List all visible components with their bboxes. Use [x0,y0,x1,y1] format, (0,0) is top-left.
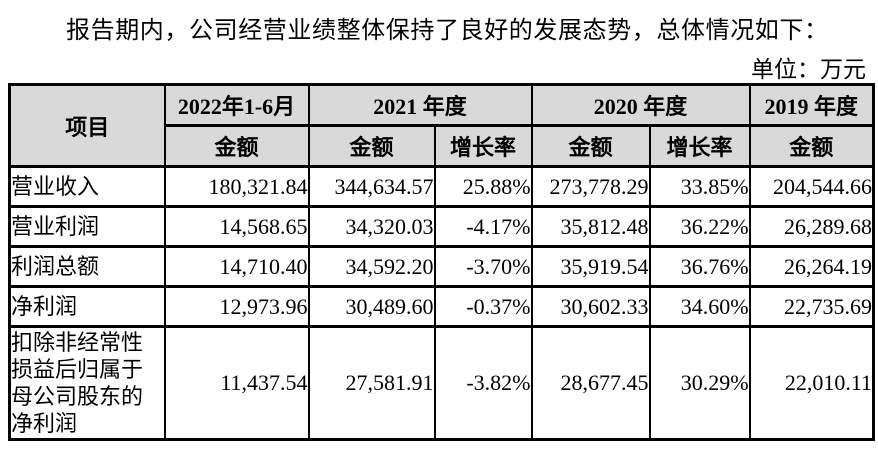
cell-growth-2021: -3.70% [433,245,533,288]
cell-amount-2020: 273,778.29 [530,165,651,208]
row-label: 净利润 [8,285,166,328]
cell-growth-2020: 36.76% [648,245,751,288]
cell-amount-2021: 34,320.03 [307,205,436,248]
cell-amount-2019: 22,010.11 [748,325,875,441]
cell-amount-2022: 180,321.84 [163,165,310,208]
header-amount-2020: 金额 [530,124,651,168]
table-row-operating-profit: 营业利润 14,568.65 34,320.03 -4.17% 35,812.4… [8,205,875,248]
cell-growth-2020: 33.85% [648,165,751,208]
table-row-total-profit: 利润总额 14,710.40 34,592.20 -3.70% 35,919.5… [8,245,875,288]
header-growth-2020: 增长率 [648,124,751,168]
cell-amount-2021: 34,592.20 [307,245,436,288]
cell-growth-2021: -4.17% [433,205,533,248]
cell-growth-2021: -3.82% [433,325,533,441]
cell-amount-2020: 28,677.45 [530,325,651,441]
header-period-2021: 2021 年度 [307,83,533,127]
cell-amount-2019: 26,289.68 [748,205,875,248]
table-row-operating-revenue: 营业收入 180,321.84 344,634.57 25.88% 273,77… [8,165,875,208]
row-label: 扣除非经常性损益后归属于母公司股东的净利润 [8,325,166,441]
cell-growth-2020: 30.29% [648,325,751,441]
header-item: 项目 [8,83,166,168]
table-row-net-profit-after-deduction: 扣除非经常性损益后归属于母公司股东的净利润 11,437.54 27,581.9… [8,325,875,441]
header-amount-2022: 金额 [163,124,310,168]
row-label: 营业利润 [8,205,166,248]
cell-amount-2020: 35,919.54 [530,245,651,288]
cell-amount-2022: 11,437.54 [163,325,310,441]
row-label: 利润总额 [8,245,166,288]
row-label: 营业收入 [8,165,166,208]
cell-amount-2022: 12,973.96 [163,285,310,328]
cell-amount-2020: 35,812.48 [530,205,651,248]
cell-amount-2019: 204,544.66 [748,165,875,208]
cell-amount-2019: 26,264.19 [748,245,875,288]
cell-amount-2021: 30,489.60 [307,285,436,328]
header-amount-2021: 金额 [307,124,436,168]
unit-label: 单位：万元 [751,57,866,82]
header-period-2020: 2020 年度 [530,83,751,127]
cell-amount-2022: 14,710.40 [163,245,310,288]
cell-growth-2021: 25.88% [433,165,533,208]
header-amount-2019: 金额 [748,124,875,168]
table-header-row-periods: 项目 2022年1-6月 2021 年度 2020 年度 2019 年度 [8,83,875,168]
header-period-2019: 2019 年度 [748,83,875,127]
intro-paragraph: 报告期内，公司经营业绩整体保持了良好的发展态势，总体情况如下： [66,18,829,44]
cell-growth-2021: -0.37% [433,285,533,328]
cell-amount-2021: 344,634.57 [307,165,436,208]
table-row-net-profit: 净利润 12,973.96 30,489.60 -0.37% 30,602.33… [8,285,875,328]
cell-amount-2019: 22,735.69 [748,285,875,328]
cell-amount-2021: 27,581.91 [307,325,436,441]
table-header-row-measures: 金额 金额 增长率 金额 增长率 金额 [10,124,875,168]
financial-summary-table: 项目 2022年1-6月 2021 年度 2020 年度 2019 年度 金额 … [8,83,876,441]
cell-growth-2020: 36.22% [648,205,751,248]
header-growth-2021: 增长率 [433,124,533,168]
cell-growth-2020: 34.60% [648,285,751,328]
cell-amount-2022: 14,568.65 [163,205,310,248]
cell-amount-2020: 30,602.33 [530,285,651,328]
header-period-2022: 2022年1-6月 [163,83,310,127]
